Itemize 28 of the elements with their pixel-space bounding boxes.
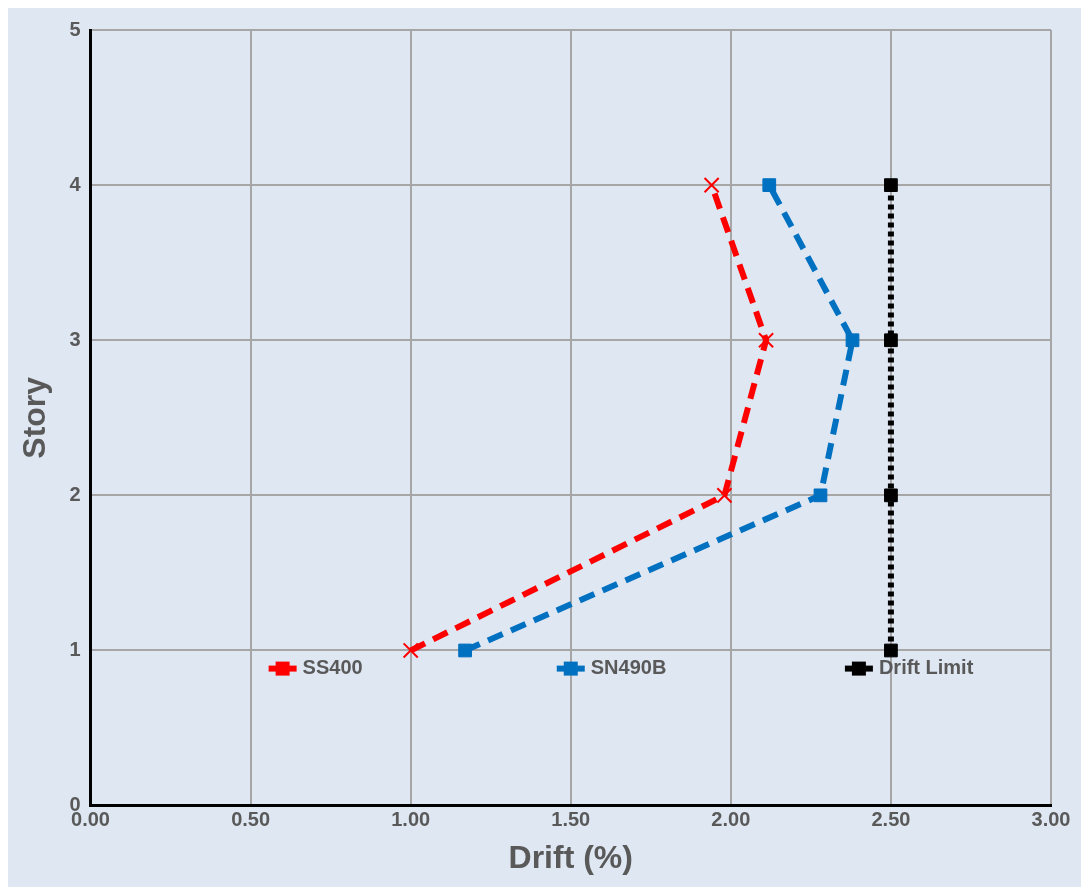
point: [458, 643, 472, 658]
x-tick-label: 0.50: [231, 808, 271, 831]
legend-label: SS400: [302, 656, 363, 679]
x-tick-label: 3.00: [1031, 808, 1071, 831]
legend-label: Drift Limit: [878, 656, 974, 679]
x-axis-title: Drift (%): [508, 838, 633, 875]
y-tick-label: 2: [69, 482, 81, 505]
point: [884, 643, 898, 658]
point: [884, 488, 898, 503]
point: [402, 642, 419, 659]
point: [884, 178, 898, 192]
y-axis-title: Story: [16, 376, 53, 459]
legend-label: SN490B: [590, 656, 667, 679]
x-tick-label: 1.00: [391, 808, 431, 831]
y-tick-label: 3: [69, 327, 81, 350]
x-tick-label: 1.50: [551, 808, 591, 831]
y-tick-label: 5: [69, 17, 81, 40]
point: [762, 178, 777, 192]
point: [757, 332, 775, 349]
y-tick-label: 4: [69, 172, 82, 195]
x-tick-label: 2.00: [711, 808, 751, 831]
x-tick-label: 2.50: [871, 808, 911, 831]
point: [845, 333, 860, 348]
y-tick-label: 1: [69, 638, 81, 660]
point: [703, 177, 720, 194]
point: [884, 333, 898, 348]
point: [716, 487, 733, 504]
point: [813, 488, 828, 503]
